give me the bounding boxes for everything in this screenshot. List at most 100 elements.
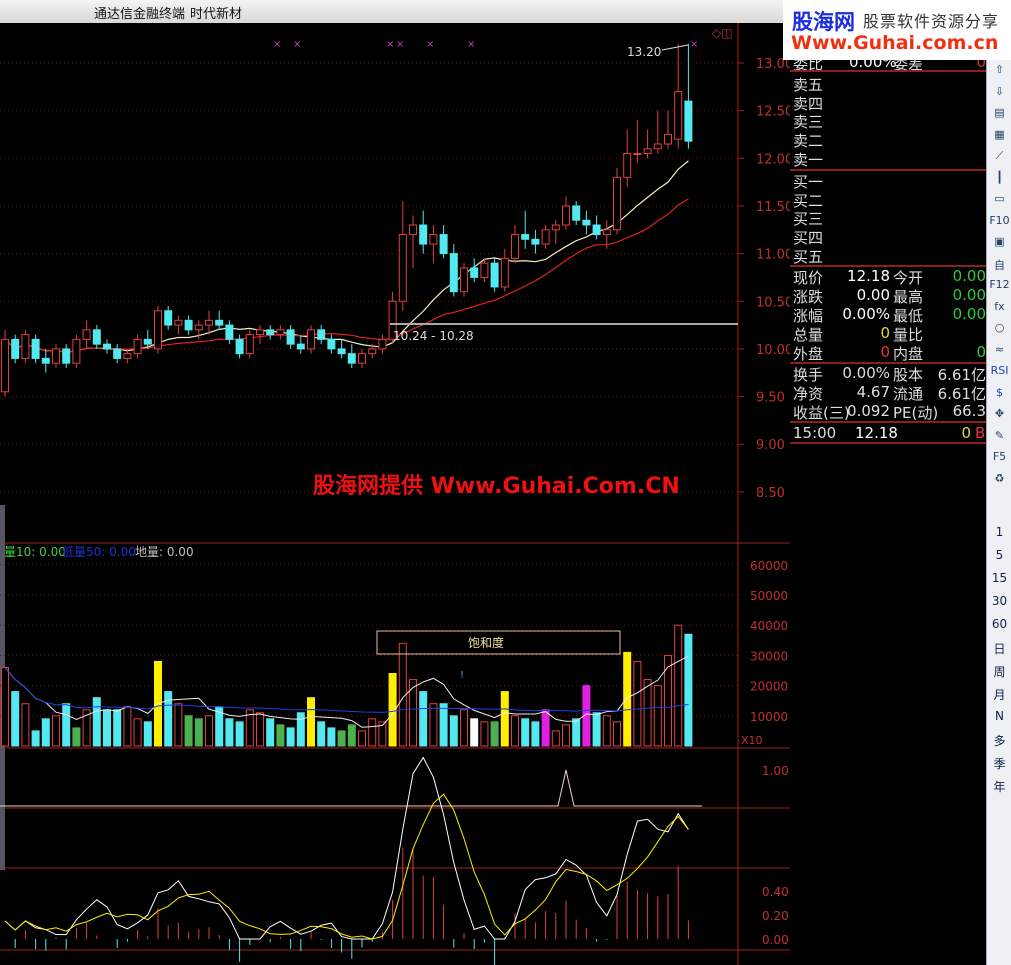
volume-bar [551,730,560,747]
period-周[interactable]: 周 [993,665,1006,679]
report-icon[interactable]: ▤ [994,106,1005,119]
candle-body [1,338,9,393]
quote-field: 买三 [793,210,824,229]
candle-body [215,319,224,326]
arrow-up-icon[interactable]: ⇧ [994,63,1005,76]
candle-body [490,262,499,288]
candle [286,325,295,349]
volume-bar [409,679,417,747]
f5-icon[interactable]: F5 [992,450,1007,463]
wave-icon[interactable]: ≈ [994,342,1005,356]
table-icon[interactable]: ▦ [994,127,1005,141]
kline-chart[interactable]: 13.00 12.50 12.00 11.50 11.00 10.50 10.00 9.50 9… [0,23,790,965]
saturation-box [376,630,621,655]
period-15[interactable]: 15 [991,571,1008,585]
volume-bar [511,715,519,747]
volume-ma-line [4,655,689,728]
candle-body [103,343,111,350]
f10-icon[interactable]: F10 [989,213,1010,227]
period-月[interactable]: 月 [993,688,1006,702]
period-1[interactable]: 1 [995,525,1004,539]
candle [184,315,193,335]
period-多[interactable]: 多 [993,734,1006,748]
candle [388,291,397,345]
candle-body [480,262,489,278]
candle [276,325,285,340]
stat-row: 涨跌 0.00 最高 0.00 [793,286,986,306]
candle [164,306,173,330]
f12-icon[interactable]: F12 [989,278,1010,291]
candle-body [11,338,20,359]
volume-bar [266,718,275,747]
app-title: 通达信金融终端 [94,7,186,22]
candle-body [500,257,509,288]
volume-bar [684,633,693,747]
volume-bar [347,724,356,747]
candle-body [72,338,81,364]
candle [31,334,40,364]
chart-mode-icon: ◇◫ [712,26,733,40]
volume-bar [31,730,40,747]
event-marker-icon: × [396,39,404,50]
circle-icon[interactable]: ○ [994,321,1005,334]
volume-bar [21,703,30,747]
money-icon[interactable]: $ [996,385,1003,399]
sell-level-row: 卖五 [793,74,986,94]
volume-bar [439,703,448,747]
notes-icon[interactable]: ▣ [994,235,1005,248]
price-tick-label: 9.00 [756,438,785,453]
period-年[interactable]: 年 [993,780,1006,794]
candle [225,320,234,345]
volume-bar [1,666,9,747]
refresh-icon[interactable]: ♻ [994,471,1005,485]
candle-icon[interactable]: ┃ [996,170,1003,184]
price-tick-label: 10.00 [756,343,790,358]
price-tick-label: 13.00 [756,57,790,72]
candle [245,329,254,359]
candle [643,129,652,159]
candle [307,325,315,354]
volume-legend-item: 量10: 0.00 [4,545,66,559]
period-60[interactable]: 60 [991,617,1008,631]
period-30[interactable]: 30 [991,594,1008,608]
line-chart-icon[interactable]: ⟋ [995,149,1004,162]
quote-field: 换手 [793,366,824,384]
quote-field: 0.00% [842,364,890,382]
fundamental-row: 换手 0.00% 股本 6.61亿 [793,364,986,384]
volume-tick-label: 30000 [750,649,788,663]
candle-body [664,133,672,145]
period-季[interactable]: 季 [993,757,1006,771]
candle [439,225,448,259]
candle-body [613,176,621,231]
volume-bar [358,730,366,747]
candle [572,201,581,226]
candle [664,110,672,149]
period-N[interactable]: N [995,709,1004,723]
candle [327,334,336,354]
pencil-icon[interactable]: ✎ [994,428,1005,442]
arrow-down-icon[interactable]: ⇩ [994,84,1005,98]
volume-tick-label: 60000 [750,559,788,573]
quote-field: 今开 [893,269,924,287]
volume-bar [368,718,377,747]
move-icon[interactable]: ✥ [994,407,1005,420]
logo-url: Www.Guhai.com.cn [791,32,999,54]
candle-body [674,91,683,140]
quote-field: 现价 [793,269,824,287]
candle [592,215,601,240]
window-icon[interactable]: ▭ [994,192,1005,205]
volume-bar [562,724,570,747]
candle-body [82,329,91,340]
fx-icon[interactable]: fx [994,299,1005,313]
candle [409,215,417,268]
candle [205,310,213,335]
volume-legend-item: 低量50: 0.00 [62,545,136,559]
candle-body [562,205,570,226]
period-日[interactable]: 日 [993,642,1006,656]
rsi-icon[interactable]: RSI [990,364,1009,377]
candle [194,320,203,340]
candle-body [409,224,417,236]
volume-bar [521,718,530,747]
period-5[interactable]: 5 [995,548,1004,562]
self-select-icon[interactable]: 自 [994,258,1005,272]
